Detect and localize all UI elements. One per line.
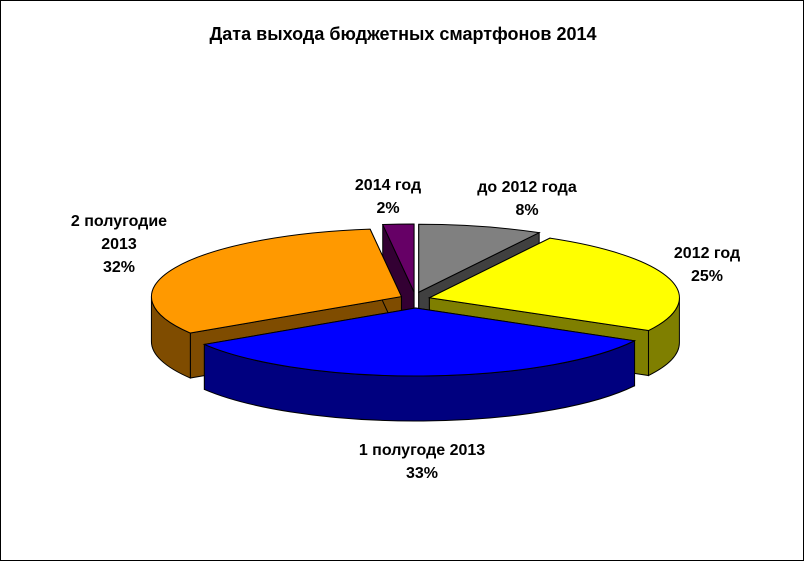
slice-label: 2012 год: [673, 245, 741, 262]
slice-label: до 2012 года: [477, 179, 577, 196]
slice-label: 2 полугодие 2013: [70, 213, 168, 253]
pie-slice: [381, 223, 415, 293]
slice-value-label: 8%: [515, 202, 539, 219]
pie-slice: [427, 237, 680, 332]
slice-label: 1 полугоде 2013: [358, 442, 486, 459]
slice-value-label: 25%: [690, 268, 724, 285]
pie-slice: [150, 228, 403, 334]
slice-label: 2014 год: [354, 177, 422, 194]
chart-title: Дата выхода бюджетных смартфонов 2014: [209, 24, 597, 44]
pie-slice: [202, 307, 637, 377]
slice-value-label: 33%: [405, 465, 439, 482]
slice-value-label: 2%: [376, 200, 400, 217]
slice-value-label: 32%: [102, 259, 136, 276]
pie-slice: [418, 223, 541, 294]
